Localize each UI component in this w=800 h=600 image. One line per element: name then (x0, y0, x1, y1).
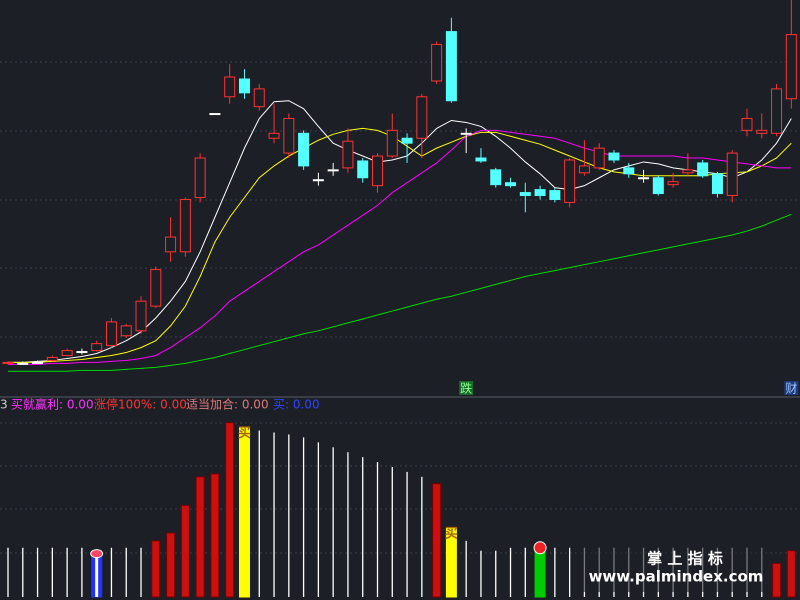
indicator-label: 3 (0, 398, 8, 412)
signal-label: 财 (785, 382, 797, 396)
candle-body (357, 160, 369, 179)
candle-body (268, 132, 280, 139)
candle-body (711, 173, 723, 195)
candle-body (150, 269, 162, 307)
candle-body (741, 118, 753, 131)
candle-body (593, 147, 605, 169)
candle-body (771, 88, 783, 134)
candle-body (238, 78, 250, 94)
candle-body (253, 88, 265, 108)
candle-body (416, 96, 428, 139)
candle-body (667, 181, 679, 186)
ma-line (8, 100, 792, 363)
candle-body (386, 129, 398, 157)
indicator-label: 买就赢利: 0.00 (11, 397, 94, 412)
candle-body (165, 236, 177, 253)
candle-body (46, 356, 58, 361)
indicator-bar (151, 540, 161, 598)
candle-body (32, 361, 44, 364)
indicator-bar (210, 473, 220, 598)
signal-box (784, 381, 799, 395)
ma-line (8, 127, 792, 363)
indicator-bar (225, 422, 235, 598)
candle-body (312, 179, 324, 182)
ma-line (8, 129, 792, 365)
candle-body (578, 165, 590, 174)
watermark-title: 掌 上 指 标 (647, 550, 723, 568)
indicator-bar (534, 547, 546, 598)
candle-body (194, 157, 206, 198)
indicator-bar (432, 483, 442, 598)
bar-icon (533, 541, 547, 555)
candle-body (91, 343, 103, 352)
indicator-bar (195, 476, 205, 598)
candle-body (298, 132, 310, 167)
ma-line (8, 213, 792, 372)
candle-body (209, 113, 221, 116)
candle-body (135, 300, 147, 332)
indicator-label: 适当加合: 0.00 (186, 397, 269, 412)
candle-body (697, 162, 709, 177)
candle-body (519, 192, 531, 197)
candle-body (756, 129, 768, 134)
candle-body (76, 351, 88, 354)
candle-body (490, 169, 502, 186)
indicator-bar (772, 563, 782, 598)
candle-body (327, 169, 339, 172)
candle-body (726, 152, 738, 197)
bar-label: 买 (238, 426, 251, 441)
candle-body (61, 350, 73, 356)
indicator-bar (166, 532, 176, 598)
candle-body (564, 159, 576, 203)
indicator-bar (180, 504, 190, 598)
watermark-url: www.palmindex.com (589, 568, 764, 586)
watermark-bg (576, 546, 766, 592)
candle-body (445, 31, 457, 102)
candle-body (372, 155, 383, 187)
candle-body (105, 321, 117, 347)
candle-body (120, 325, 132, 337)
indicator-bar (786, 550, 796, 598)
indicator-label: 买: 0.00 (273, 398, 320, 412)
candle-body (431, 43, 443, 82)
bar-label: 买 (445, 527, 458, 542)
grid (0, 61, 800, 554)
signal-label: 跌 (460, 381, 472, 396)
signal-box (459, 381, 474, 395)
candle-body (17, 362, 29, 365)
indicator-bar (238, 427, 250, 598)
candle-body (505, 182, 517, 187)
candle-body (283, 118, 295, 154)
candle-body (475, 157, 487, 162)
candle-body (2, 361, 14, 364)
bar-icon (90, 549, 104, 559)
candle-body (401, 137, 413, 144)
indicator-bar (445, 527, 457, 598)
bar-stripe (95, 552, 99, 597)
candle-body (682, 169, 694, 174)
candle-body (179, 198, 191, 253)
candle-body (224, 76, 236, 98)
indicator-label: 涨停100%: 0.00 (94, 397, 187, 412)
candle-body (534, 189, 546, 197)
candle-body (342, 140, 354, 169)
candle-body (460, 132, 472, 135)
candle-body (785, 34, 797, 100)
candle-body (638, 177, 650, 180)
candle-body (549, 190, 561, 200)
candle-body (652, 177, 664, 195)
candle-body (608, 152, 620, 161)
candle-body (623, 167, 635, 175)
